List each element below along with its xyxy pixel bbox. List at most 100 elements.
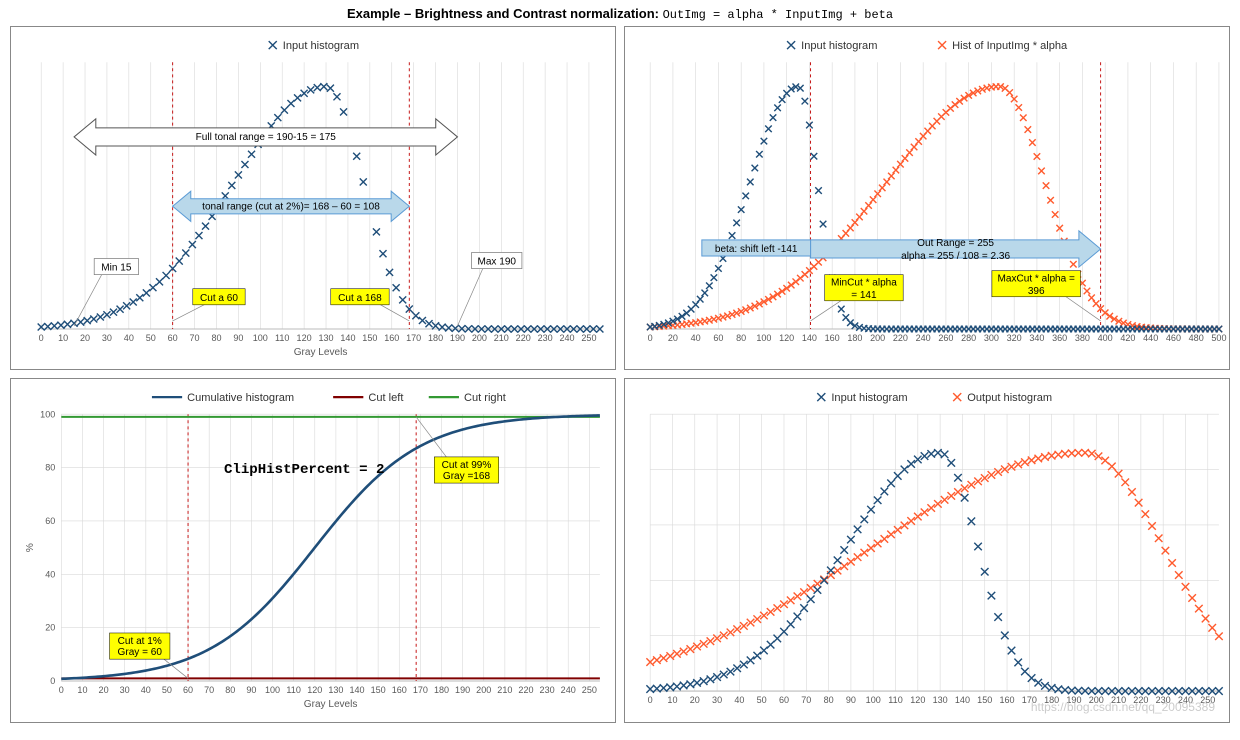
svg-text:0: 0 [59,685,64,695]
svg-text:90: 90 [846,695,856,705]
svg-text:beta: shift left -141: beta: shift left -141 [715,244,798,255]
svg-text:alpha = 255 / 108 = 2.36: alpha = 255 / 108 = 2.36 [901,251,1010,262]
svg-text:200: 200 [1089,695,1104,705]
svg-text:Cut a 168: Cut a 168 [338,293,382,304]
svg-text:110: 110 [888,695,902,705]
svg-text:60: 60 [168,333,178,343]
svg-text:Output histogram: Output histogram [967,392,1052,404]
svg-text:30: 30 [712,695,722,705]
svg-text:140: 140 [340,333,355,343]
svg-text:360: 360 [1052,333,1067,343]
svg-text:250: 250 [581,333,596,343]
chart-br: 0102030405060708090100110120130140150160… [625,379,1229,721]
svg-text:240: 240 [559,333,574,343]
page-title: Example – Brightness and Contrast normal… [0,0,1240,26]
svg-text:10: 10 [77,685,87,695]
svg-text:160: 160 [384,333,399,343]
svg-text:160: 160 [999,695,1014,705]
svg-text:120: 120 [307,685,322,695]
svg-text:70: 70 [204,685,214,695]
svg-text:Cut left: Cut left [368,392,403,404]
svg-text:400: 400 [1098,333,1113,343]
svg-text:60: 60 [183,685,193,695]
chart-tl: 0102030405060708090100110120130140150160… [11,27,615,369]
svg-text:260: 260 [938,333,953,343]
svg-text:230: 230 [540,685,555,695]
chart-bl: 0102030405060708090100110120130140150160… [11,379,615,721]
svg-text:210: 210 [1111,695,1126,705]
svg-text:320: 320 [1007,333,1022,343]
chart-tr: 0204060801001201401601802002202402602803… [625,27,1229,369]
svg-text:0: 0 [648,695,653,705]
svg-text:140: 140 [349,685,364,695]
svg-text:40: 40 [691,333,701,343]
svg-text:160: 160 [392,685,407,695]
svg-text:100: 100 [253,333,268,343]
svg-text:440: 440 [1143,333,1158,343]
svg-text:396: 396 [1028,286,1045,297]
svg-text:60: 60 [45,516,55,526]
svg-text:240: 240 [916,333,931,343]
svg-text:20: 20 [690,695,700,705]
svg-text:Gray = 60: Gray = 60 [118,647,163,658]
svg-text:160: 160 [825,333,840,343]
svg-text:70: 70 [190,333,200,343]
svg-text:190: 190 [455,685,470,695]
svg-text:180: 180 [1044,695,1059,705]
svg-text:230: 230 [1156,695,1171,705]
svg-text:100: 100 [866,695,881,705]
svg-text:40: 40 [124,333,134,343]
panel-top-right: 0204060801001201401601802002202402602803… [624,26,1230,370]
svg-text:340: 340 [1029,333,1044,343]
svg-text:220: 220 [1133,695,1148,705]
svg-text:60: 60 [713,333,723,343]
svg-text:200: 200 [476,685,491,695]
svg-text:80: 80 [211,333,221,343]
svg-text:500: 500 [1211,333,1226,343]
svg-text:MaxCut * alpha =: MaxCut * alpha = [998,274,1075,285]
svg-text:50: 50 [146,333,156,343]
panel-top-left: 0102030405060708090100110120130140150160… [10,26,616,370]
svg-text:20: 20 [668,333,678,343]
svg-text:230: 230 [538,333,553,343]
svg-text:70: 70 [801,695,811,705]
svg-text:170: 170 [406,333,421,343]
svg-text:90: 90 [246,685,256,695]
svg-text:0: 0 [39,333,44,343]
svg-text:220: 220 [893,333,908,343]
svg-text:60: 60 [779,695,789,705]
svg-text:100: 100 [265,685,280,695]
svg-text:Cut at 1%: Cut at 1% [118,636,162,647]
svg-text:Input histogram: Input histogram [283,40,359,52]
svg-text:Cut a 60: Cut a 60 [200,293,238,304]
svg-text:Input histogram: Input histogram [831,392,907,404]
svg-text:300: 300 [984,333,999,343]
svg-text:210: 210 [494,333,509,343]
svg-text:220: 220 [518,685,533,695]
svg-text:150: 150 [977,695,992,705]
svg-text:130: 130 [933,695,948,705]
svg-text:50: 50 [757,695,767,705]
svg-text:180: 180 [428,333,443,343]
svg-text:200: 200 [870,333,885,343]
svg-text:40: 40 [734,695,744,705]
svg-text:Input histogram: Input histogram [801,40,877,52]
svg-text:140: 140 [955,695,970,705]
svg-text:130: 130 [328,685,343,695]
svg-text:240: 240 [561,685,576,695]
svg-text:130: 130 [318,333,333,343]
svg-text:%: % [25,543,36,552]
svg-text:Min 15: Min 15 [101,263,132,274]
svg-text:20: 20 [80,333,90,343]
svg-text:Hist of InputImg * alpha: Hist of InputImg * alpha [952,40,1068,52]
svg-text:tonal range (cut at 2%)= 168 –: tonal range (cut at 2%)= 168 – 60 = 108 [202,201,380,212]
svg-text:Max 190: Max 190 [477,257,516,268]
svg-text:120: 120 [779,333,794,343]
svg-text:20: 20 [99,685,109,695]
svg-text:480: 480 [1189,333,1204,343]
svg-text:190: 190 [1066,695,1081,705]
svg-text:= 141: = 141 [851,290,877,301]
svg-text:30: 30 [120,685,130,695]
panel-bottom-left: 0102030405060708090100110120130140150160… [10,378,616,722]
title-bold: Example – Brightness and Contrast normal… [347,6,663,21]
